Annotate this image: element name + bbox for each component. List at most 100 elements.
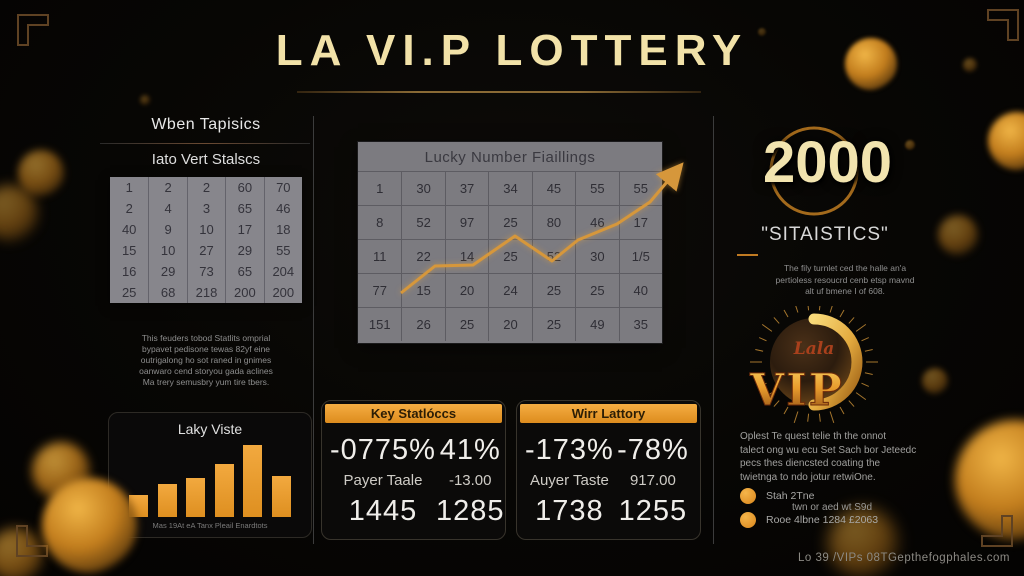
vertical-divider-right — [713, 116, 714, 544]
grid-cell: 30 — [575, 239, 619, 273]
lucky-number-table: Lucky Number Fiaillings 1 30 37 34 45 55 55 8 52… — [358, 142, 662, 343]
bokeh-decoration — [0, 185, 38, 241]
grid-cell: 73 — [186, 261, 225, 282]
text-line: alt uf bmene I of 608. — [805, 286, 885, 296]
grid-cell: 9 — [148, 219, 186, 240]
grid-cell: 14 — [444, 239, 489, 273]
text-line: This feuders tobod Statlits omprial — [141, 333, 271, 343]
grid-cell: 11 — [358, 239, 402, 273]
grid-cell: 25 — [444, 307, 489, 341]
bokeh-decoration — [32, 442, 90, 500]
bullet-dot-icon — [740, 512, 756, 528]
stat-value: -13.00 — [448, 472, 492, 490]
right-panel-note: The fily turnlet ced the halle an'a perti… — [745, 263, 945, 298]
grid-cell: 25 — [488, 239, 532, 273]
logo-vip-text: VIP — [749, 365, 844, 416]
sitaistics-caption: "SITAISTICS" — [761, 224, 889, 245]
grid-cell: 52 — [531, 239, 576, 273]
stat-value: -173% — [525, 433, 614, 466]
grid-cell: 1/5 — [618, 239, 662, 273]
left-panel-divider — [100, 143, 310, 144]
stat-panel-win-lottery: Wirr Lattory -173% -78% Auyer Taste 917.00 1… — [516, 400, 701, 540]
grid-cell: 68 — [148, 282, 186, 303]
bullet-label: Rooe 4lbne 1284 £2063 — [766, 514, 879, 526]
title-underline — [297, 91, 701, 93]
grid-cell: 26 — [401, 307, 445, 341]
logo-crescent — [808, 313, 863, 411]
grid-cell: 65 — [225, 198, 263, 219]
logo-sunburst-ticks — [750, 306, 878, 424]
stat-panel-key-statistics: Key Statlóccs -0775% 41% Payer Taale -13.00… — [321, 400, 506, 540]
grid-cell: 18 — [263, 219, 302, 240]
bullet-dot-icon — [740, 488, 756, 504]
grid-cell: 204 — [263, 261, 302, 282]
grid-cell: 30 — [401, 171, 445, 205]
grid-cell: 52 — [401, 205, 445, 239]
bullet-label: Stah 2Tne — [766, 490, 815, 502]
grid-cell: 29 — [225, 240, 263, 261]
grid-cell: 80 — [531, 205, 576, 239]
grid-cell: 25 — [121, 285, 137, 300]
bar — [214, 463, 234, 517]
right-panel-body: Oplest Te quest telie th the onnot talect… — [740, 430, 972, 484]
bar-chart-panel: Laky Viste Mas 19At eA Tanx Pleail Enard… — [108, 412, 312, 538]
grid-cell: 151 — [358, 307, 402, 341]
grid-cell: 218 — [186, 282, 225, 303]
grid-cell: 40 — [121, 222, 137, 237]
bar — [129, 494, 148, 517]
grid-cell: 70 — [263, 177, 302, 198]
big-number: 2000 — [762, 130, 893, 195]
grid-cell: 25 — [575, 273, 619, 307]
bar — [157, 484, 177, 517]
grid-cell: 200 — [263, 282, 302, 303]
stat-panel-key-header: Key Statlóccs — [325, 404, 502, 423]
bokeh-decoration — [140, 95, 150, 105]
grid-cell: 10 — [148, 240, 186, 261]
grid-cell: 3 — [186, 198, 225, 219]
grid-cell: 22 — [401, 239, 445, 273]
text-line: oanwaro cend storyou gada aclines — [139, 366, 273, 376]
bokeh-decoration — [988, 112, 1024, 170]
stat-value: Auyer Taste — [529, 472, 609, 490]
vip-logo: Lala VIP — [749, 306, 878, 424]
text-line: talect ong wu ecu Set Sach bor Jeteedc — [740, 444, 917, 456]
grid-cell: 29 — [148, 261, 186, 282]
grid-cell: 2 — [125, 201, 133, 216]
grid-cell: 8 — [358, 205, 402, 239]
grid-cell: 2 — [186, 177, 225, 198]
bullet-item: Rooe 4lbne 1284 £2063 — [740, 512, 878, 528]
corner-bracket-top-left — [17, 14, 49, 46]
text-line: The fily turnlet ced the halle an'a — [783, 263, 907, 273]
grid-cell: 16 — [121, 264, 137, 279]
bar — [243, 445, 263, 517]
grid-cell: 25 — [531, 307, 576, 341]
bullet-item: Stah 2Tne — [740, 488, 814, 504]
stat-value: 41% — [439, 433, 501, 466]
logo-lala-text: Lala — [793, 339, 834, 359]
grid-cell: 17 — [225, 219, 263, 240]
stat-value: 1445 — [348, 495, 418, 528]
grid-cell: 35 — [618, 307, 662, 341]
stat-value: 917.00 — [629, 472, 676, 490]
big-number-ring — [769, 126, 859, 216]
corner-bracket-bottom-left — [16, 525, 48, 557]
logo-sphere — [770, 318, 858, 406]
stat-value: -0775% — [330, 433, 436, 466]
left-panel-title: Wben Tapisics — [151, 116, 261, 133]
grid-cell: 60 — [225, 177, 263, 198]
grid-cell: 25 — [531, 273, 576, 307]
grid-cell: 34 — [488, 171, 532, 205]
corner-bracket-top-right — [987, 9, 1019, 41]
text-line: pecs thes diencsted coating the — [740, 458, 881, 469]
grid-cell: 55 — [618, 171, 662, 205]
stat-panel-win-values: -173% -78% Auyer Taste 917.00 1738 1255 — [525, 431, 692, 531]
left-number-grid: 1 2 2 60 70 2 4 3 65 46 40 9 10 17 18 15 10 27 29 55 16 29 73 6… — [110, 177, 302, 303]
stat-value: -78% — [617, 433, 689, 466]
bokeh-decoration — [938, 215, 978, 255]
grid-cell: 65 — [225, 261, 263, 282]
grid-cell: 200 — [225, 282, 263, 303]
text-line: twietnga to ndo jotur retwiOne. — [740, 471, 876, 483]
grid-cell: 55 — [575, 171, 619, 205]
grid-cell: 49 — [575, 307, 619, 341]
